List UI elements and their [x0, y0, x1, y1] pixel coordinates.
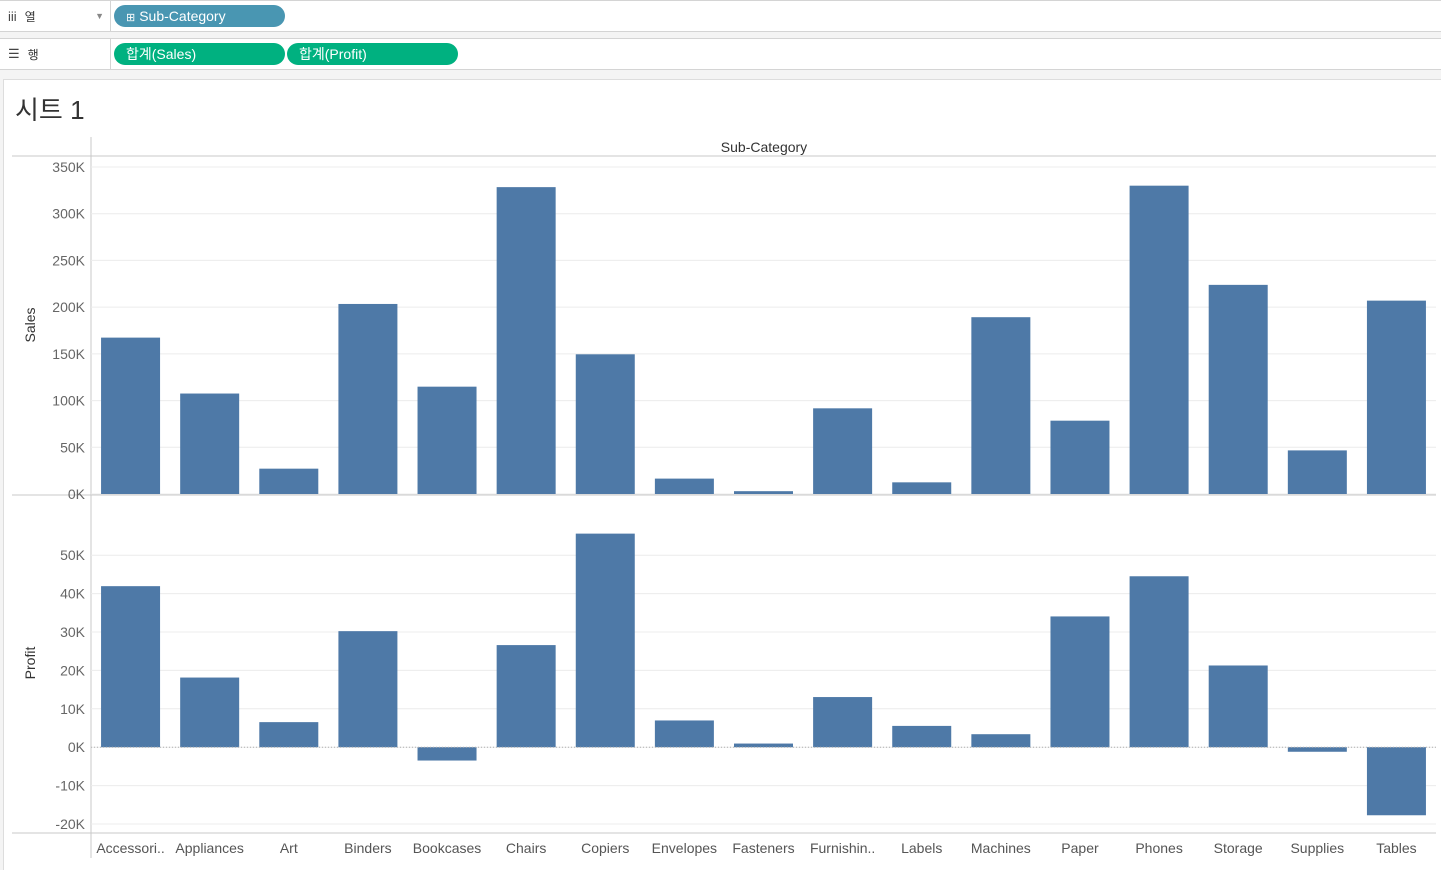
x-tick-label: Paper	[1061, 840, 1099, 856]
bar	[1366, 300, 1426, 494]
bar	[813, 697, 873, 748]
x-tick-label: Binders	[344, 840, 391, 856]
x-tick-label: Furnishin..	[810, 840, 875, 856]
x-tick-label: Machines	[971, 840, 1031, 856]
bar	[892, 482, 952, 494]
pill-sum-profit[interactable]: 합계(Profit)	[287, 43, 458, 65]
y-tick-label: 40K	[60, 586, 86, 602]
x-tick-label: Supplies	[1290, 840, 1344, 856]
bar	[734, 743, 793, 748]
bar	[654, 478, 714, 494]
pill-label: 합계(Profit)	[299, 46, 367, 62]
y-tick-label: 30K	[60, 624, 86, 640]
bar	[971, 317, 1031, 494]
y-tick-label: 250K	[52, 252, 85, 268]
rows-label: 행	[27, 47, 39, 62]
pill-sub-category[interactable]: ⊞ Sub-Category	[114, 5, 285, 27]
y-tick-label: 0K	[68, 486, 86, 502]
x-tick-label: Phones	[1135, 840, 1182, 856]
y-tick-label: 100K	[52, 393, 85, 409]
bar	[180, 393, 240, 494]
bar	[1129, 576, 1189, 748]
bar	[892, 725, 952, 748]
columns-shelf: iii 열 ▼ ⊞ Sub-Category	[0, 0, 1441, 32]
bar	[338, 631, 398, 748]
y-axis-title: Profit	[22, 647, 38, 680]
x-tick-label: Chairs	[506, 840, 546, 856]
y-tick-label: 20K	[60, 662, 86, 678]
bar	[1366, 747, 1426, 816]
pill-sum-sales[interactable]: 합계(Sales)	[114, 43, 285, 65]
bar	[1287, 747, 1347, 752]
columns-label: 열	[24, 9, 36, 24]
x-tick-label: Storage	[1214, 840, 1263, 856]
bar	[496, 187, 556, 494]
y-tick-label: 200K	[52, 299, 85, 315]
columns-icon: iii	[8, 8, 17, 24]
bar	[734, 491, 793, 494]
worksheet: 시트 1	[3, 79, 1441, 870]
x-tick-label: Bookcases	[413, 840, 481, 856]
columns-shelf-label: iii 열 ▼	[0, 1, 111, 31]
x-tick-label: Labels	[901, 840, 942, 856]
expand-icon: ⊞	[126, 12, 136, 24]
bar	[1050, 616, 1110, 748]
bar	[575, 533, 635, 748]
bar	[575, 354, 635, 494]
y-tick-label: 350K	[52, 159, 85, 175]
x-tick-label: Accessori..	[96, 840, 164, 856]
y-tick-label: -10K	[55, 778, 85, 794]
bar	[1287, 450, 1347, 494]
bar	[496, 645, 556, 748]
bar	[101, 337, 161, 494]
bar	[1050, 420, 1110, 494]
y-tick-label: 10K	[60, 701, 86, 717]
pill-label: Sub-Category	[139, 8, 226, 24]
bar	[654, 720, 714, 748]
x-tick-label: Fasteners	[732, 840, 794, 856]
bar	[338, 303, 398, 494]
bar	[417, 747, 477, 761]
chevron-down-icon[interactable]: ▼	[95, 11, 104, 21]
bar	[259, 722, 319, 748]
y-tick-label: 300K	[52, 206, 85, 222]
bar	[101, 586, 161, 748]
bar	[813, 408, 873, 494]
sheet-title: 시트 1	[15, 95, 85, 125]
x-tick-label: Art	[280, 840, 298, 856]
bar	[971, 734, 1031, 748]
x-tick-label: Appliances	[175, 840, 244, 856]
y-tick-label: 50K	[60, 439, 86, 455]
y-tick-label: 0K	[68, 739, 86, 755]
x-tick-label: Envelopes	[652, 840, 717, 856]
bar	[1208, 284, 1268, 494]
pill-label: 합계(Sales)	[126, 46, 197, 62]
bar	[180, 677, 240, 748]
y-tick-label: 50K	[60, 547, 86, 563]
rows-shelf-label: ☰ 행	[0, 39, 111, 69]
x-tick-label: Tables	[1376, 840, 1416, 856]
rows-icon: ☰	[8, 46, 20, 61]
rows-shelf: ☰ 행 합계(Sales) 합계(Profit)	[0, 38, 1441, 70]
bar	[1208, 665, 1268, 748]
y-tick-label: -20K	[55, 816, 85, 832]
y-axis-title: Sales	[22, 307, 38, 342]
x-tick-label: Copiers	[581, 840, 629, 856]
y-tick-label: 150K	[52, 346, 85, 362]
bar	[417, 386, 477, 494]
bar	[1129, 185, 1189, 494]
column-header-title: Sub-Category	[721, 139, 807, 155]
bar	[259, 468, 319, 494]
